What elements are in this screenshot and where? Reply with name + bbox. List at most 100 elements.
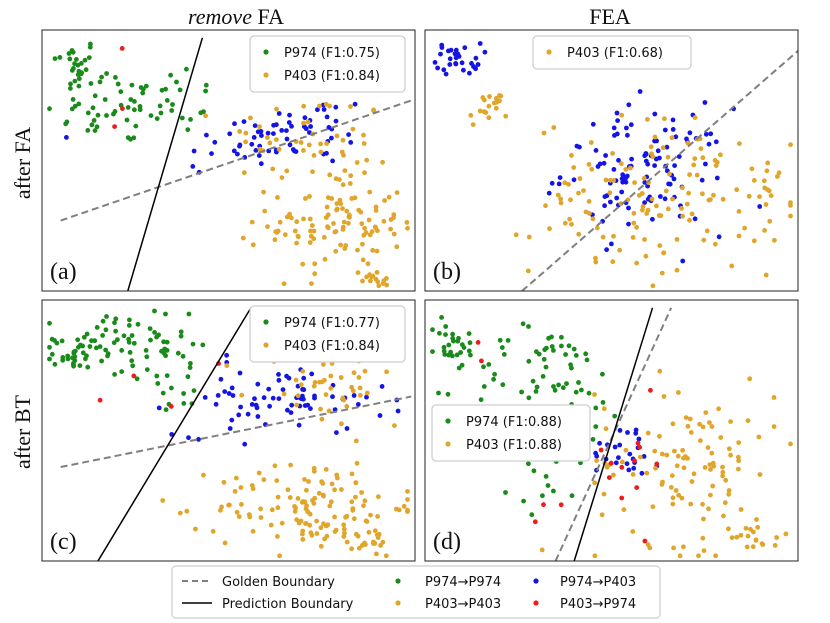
- point-p403-p403: [723, 477, 729, 483]
- point-p403-p403: [269, 507, 275, 513]
- point-p403-p974: [632, 458, 637, 464]
- point-p974-p403: [699, 177, 705, 183]
- point-p974-p403: [242, 441, 248, 447]
- point-p974-p403: [274, 122, 279, 128]
- point-p974-p403: [435, 65, 440, 71]
- point-p974-p974: [72, 103, 78, 109]
- point-p403-p403: [569, 153, 574, 158]
- point-p974-p403: [626, 467, 632, 473]
- point-p403-p403: [675, 453, 681, 459]
- point-p403-p403: [401, 503, 407, 509]
- point-p974-p974: [481, 384, 487, 389]
- point-p974-p974: [152, 330, 158, 335]
- point-p974-p403: [355, 402, 361, 407]
- point-p403-p403: [340, 206, 345, 212]
- point-p974-p974: [144, 354, 150, 360]
- point-p974-p974: [85, 110, 91, 116]
- point-p974-p403: [626, 221, 631, 227]
- point-p974-p974: [97, 344, 103, 349]
- point-p403-p974: [635, 440, 641, 446]
- point-p974-p974: [161, 339, 167, 345]
- point-p403-p403: [318, 406, 323, 412]
- point-p403-p403: [684, 201, 690, 207]
- point-p974-p403: [477, 41, 483, 46]
- point-p974-p403: [235, 151, 240, 157]
- point-p403-p403: [361, 141, 367, 146]
- point-p403-p403: [700, 424, 706, 430]
- point-p403-p403: [381, 218, 387, 224]
- point-p974-p403: [455, 51, 461, 57]
- point-p403-p403: [745, 418, 751, 424]
- point-p974-p403: [662, 196, 668, 202]
- point-p403-p403: [755, 524, 761, 530]
- point-p403-p403: [372, 528, 378, 534]
- point-p974-p403: [270, 395, 276, 401]
- point-p403-p403: [692, 156, 698, 162]
- point-p974-p403: [453, 47, 459, 53]
- point-p974-p403: [186, 435, 191, 441]
- point-p403-p403: [788, 441, 793, 447]
- point-p403-p403: [738, 507, 744, 512]
- point-p403-p403: [307, 522, 313, 528]
- point-p974-p403: [241, 119, 247, 124]
- point-p974-p974: [600, 400, 606, 405]
- point-p974-p403: [714, 175, 720, 181]
- point-p974-p974: [181, 401, 187, 406]
- point-p403-p403: [394, 244, 400, 250]
- point-p403-p403: [688, 501, 694, 507]
- point-p403-p974: [532, 519, 538, 525]
- point-p974-p403: [229, 385, 235, 391]
- point-p403-p403: [388, 226, 393, 232]
- point-p974-p974: [187, 365, 193, 370]
- point-p403-p403: [551, 125, 557, 130]
- panel-legend-box: [249, 305, 406, 363]
- point-p403-p403: [700, 155, 706, 161]
- point-p403-p403: [480, 95, 486, 100]
- point-p974-p403: [601, 160, 607, 166]
- p403-p974-label: P403→P974: [560, 597, 636, 612]
- point-p403-p403: [736, 466, 741, 472]
- point-p974-p974: [442, 352, 448, 357]
- point-p974-p403: [666, 181, 671, 187]
- point-p403-p403: [323, 392, 329, 397]
- point-p403-p403: [701, 237, 707, 243]
- point-p403-p403: [355, 247, 360, 253]
- point-p974-p403: [224, 352, 230, 358]
- point-p403-p403: [307, 216, 313, 222]
- point-p403-p403: [630, 529, 636, 534]
- point-p974-p403: [252, 396, 257, 402]
- point-p403-p403: [277, 553, 282, 559]
- point-p403-p403: [687, 172, 692, 178]
- point-p403-p403: [314, 531, 320, 536]
- point-p403-p403: [592, 553, 598, 559]
- point-p974-p403: [254, 405, 260, 411]
- point-p403-p974: [119, 46, 125, 51]
- point-p403-p403: [720, 196, 726, 202]
- legend-label: P974 (F1:0.75): [284, 46, 380, 61]
- panel-frame: [424, 299, 799, 562]
- point-p974-p974: [57, 55, 63, 60]
- point-p974-p403: [639, 470, 645, 476]
- point-p974-p974: [454, 352, 460, 358]
- point-p403-p403: [700, 535, 706, 541]
- point-p974-p974: [174, 79, 179, 85]
- point-p974-p403: [655, 148, 661, 154]
- p974-p974-label: P974→P974: [425, 575, 501, 590]
- point-p974-p403: [330, 394, 335, 400]
- point-p974-p974: [100, 333, 105, 338]
- point-p403-p403: [239, 392, 245, 398]
- point-p403-p403: [645, 430, 651, 436]
- point-p403-p403: [272, 463, 278, 469]
- point-p403-p403: [362, 170, 367, 176]
- point-p974-p974: [76, 76, 82, 82]
- point-p403-p403: [762, 185, 768, 191]
- point-p974-p403: [633, 430, 639, 436]
- point-p974-p974: [59, 338, 65, 344]
- point-p403-p403: [405, 507, 410, 513]
- point-p974-p403: [265, 130, 271, 136]
- point-p974-p974: [112, 320, 117, 326]
- point-p403-p403: [483, 110, 489, 115]
- point-p403-p403: [321, 235, 327, 240]
- point-p403-p403: [250, 528, 256, 534]
- point-p974-p403: [326, 125, 332, 130]
